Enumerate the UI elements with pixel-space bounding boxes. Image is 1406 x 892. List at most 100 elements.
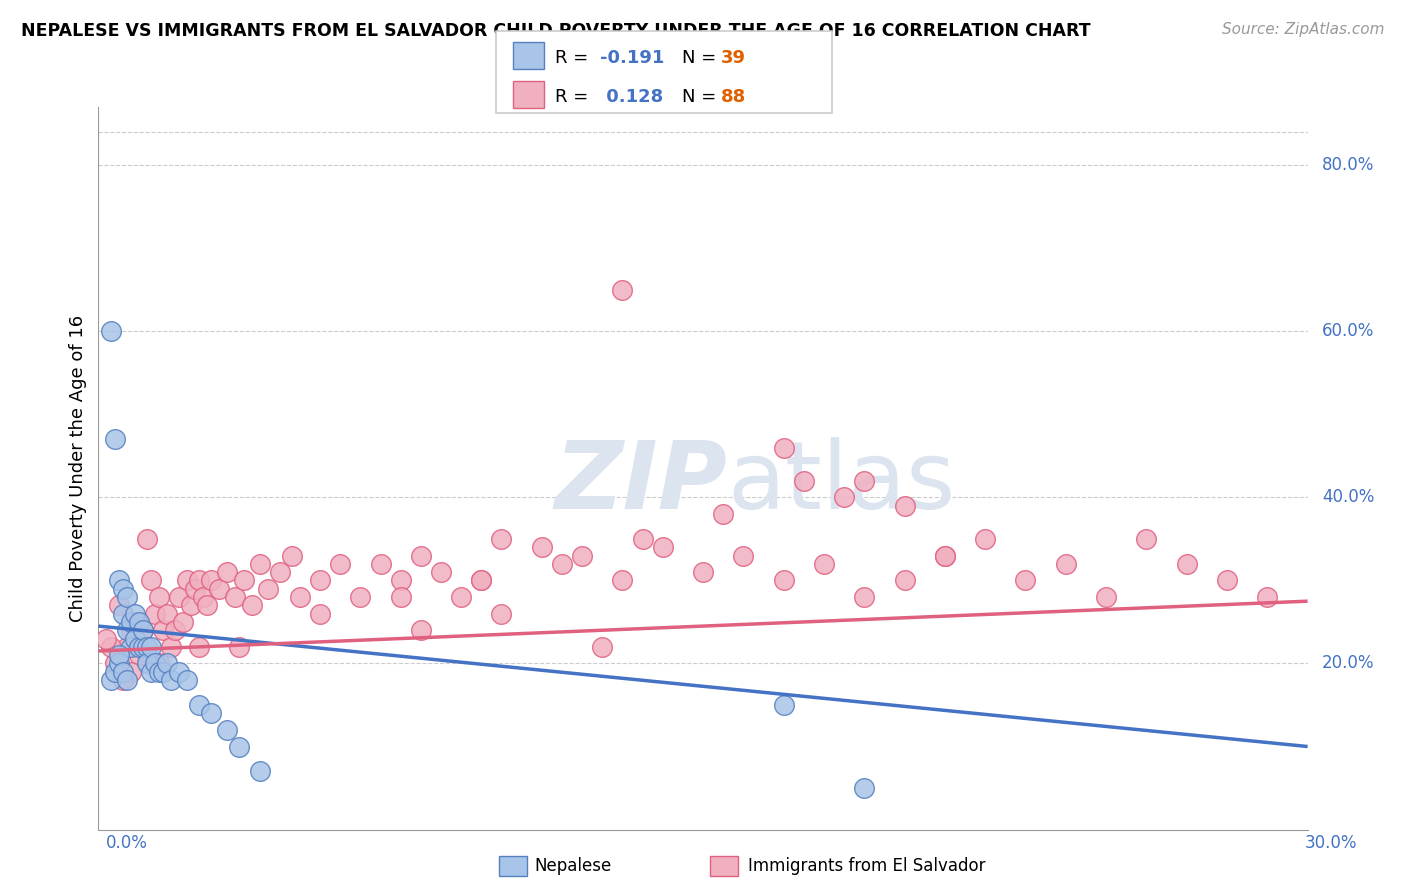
Point [612, 283, 634, 297]
Point [180, 599, 202, 613]
Point [228, 739, 250, 754]
Point [692, 565, 714, 579]
Point [651, 540, 673, 554]
Point [612, 574, 634, 588]
Point [853, 590, 876, 604]
Point [107, 599, 129, 613]
Point [208, 582, 231, 596]
Point [160, 640, 183, 654]
Point [349, 590, 371, 604]
Point [853, 780, 876, 795]
Point [135, 532, 157, 546]
Point [103, 665, 125, 679]
Text: 30.0%: 30.0% [1305, 834, 1357, 852]
Point [188, 574, 211, 588]
Point [156, 657, 179, 671]
Text: Source: ZipAtlas.com: Source: ZipAtlas.com [1222, 22, 1385, 37]
Point [1014, 574, 1036, 588]
Text: R =: R = [555, 88, 595, 106]
Point [111, 607, 134, 621]
Point [167, 590, 190, 604]
Text: 20.0%: 20.0% [1322, 655, 1375, 673]
Point [184, 582, 207, 596]
Point [143, 607, 166, 621]
Point [832, 491, 855, 505]
Point [551, 557, 574, 571]
Point [389, 590, 412, 604]
Point [172, 615, 194, 629]
Point [974, 532, 997, 546]
Point [571, 549, 593, 563]
Point [124, 632, 146, 646]
Point [111, 665, 134, 679]
Point [934, 549, 956, 563]
Point [124, 607, 146, 621]
Point [288, 590, 311, 604]
Point [370, 557, 392, 571]
Point [152, 624, 174, 638]
Point [139, 665, 162, 679]
Point [269, 565, 291, 579]
Point [389, 574, 412, 588]
Point [124, 632, 146, 646]
Point [195, 599, 218, 613]
Point [228, 640, 250, 654]
Point [120, 615, 142, 629]
Point [893, 499, 915, 513]
Point [128, 648, 150, 662]
Point [143, 657, 166, 671]
Point [309, 607, 332, 621]
Point [128, 640, 150, 654]
Point [176, 673, 198, 687]
Point [450, 590, 472, 604]
Point [530, 540, 553, 554]
Point [100, 324, 122, 338]
Point [591, 640, 613, 654]
Point [232, 574, 254, 588]
Point [200, 706, 222, 721]
Point [853, 474, 876, 488]
Point [100, 673, 122, 687]
Point [200, 574, 222, 588]
Point [160, 673, 183, 687]
Text: 0.0%: 0.0% [105, 834, 148, 852]
Point [96, 632, 118, 646]
Point [120, 624, 142, 638]
Text: atlas: atlas [727, 437, 956, 529]
Y-axis label: Child Poverty Under the Age of 16: Child Poverty Under the Age of 16 [69, 315, 87, 622]
Point [139, 574, 162, 588]
Point [1256, 590, 1278, 604]
Point [128, 615, 150, 629]
Point [120, 665, 142, 679]
Point [107, 648, 129, 662]
Point [135, 648, 157, 662]
Point [409, 624, 432, 638]
Point [188, 640, 211, 654]
Point [152, 665, 174, 679]
Point [103, 657, 125, 671]
Point [135, 657, 157, 671]
Point [135, 640, 157, 654]
Point [156, 607, 179, 621]
Text: N =: N = [682, 49, 721, 67]
Point [491, 532, 513, 546]
Point [148, 657, 170, 671]
Point [711, 507, 734, 521]
Point [193, 590, 215, 604]
Point [893, 574, 915, 588]
Point [329, 557, 352, 571]
Point [281, 549, 304, 563]
Point [772, 574, 794, 588]
Point [631, 532, 654, 546]
Point [217, 723, 239, 737]
Point [249, 764, 271, 779]
Point [772, 441, 794, 455]
Point [733, 549, 755, 563]
Point [167, 665, 190, 679]
Point [132, 640, 155, 654]
Text: 60.0%: 60.0% [1322, 322, 1375, 340]
Point [188, 698, 211, 712]
Point [1135, 532, 1157, 546]
Text: R =: R = [555, 49, 595, 67]
Point [128, 615, 150, 629]
